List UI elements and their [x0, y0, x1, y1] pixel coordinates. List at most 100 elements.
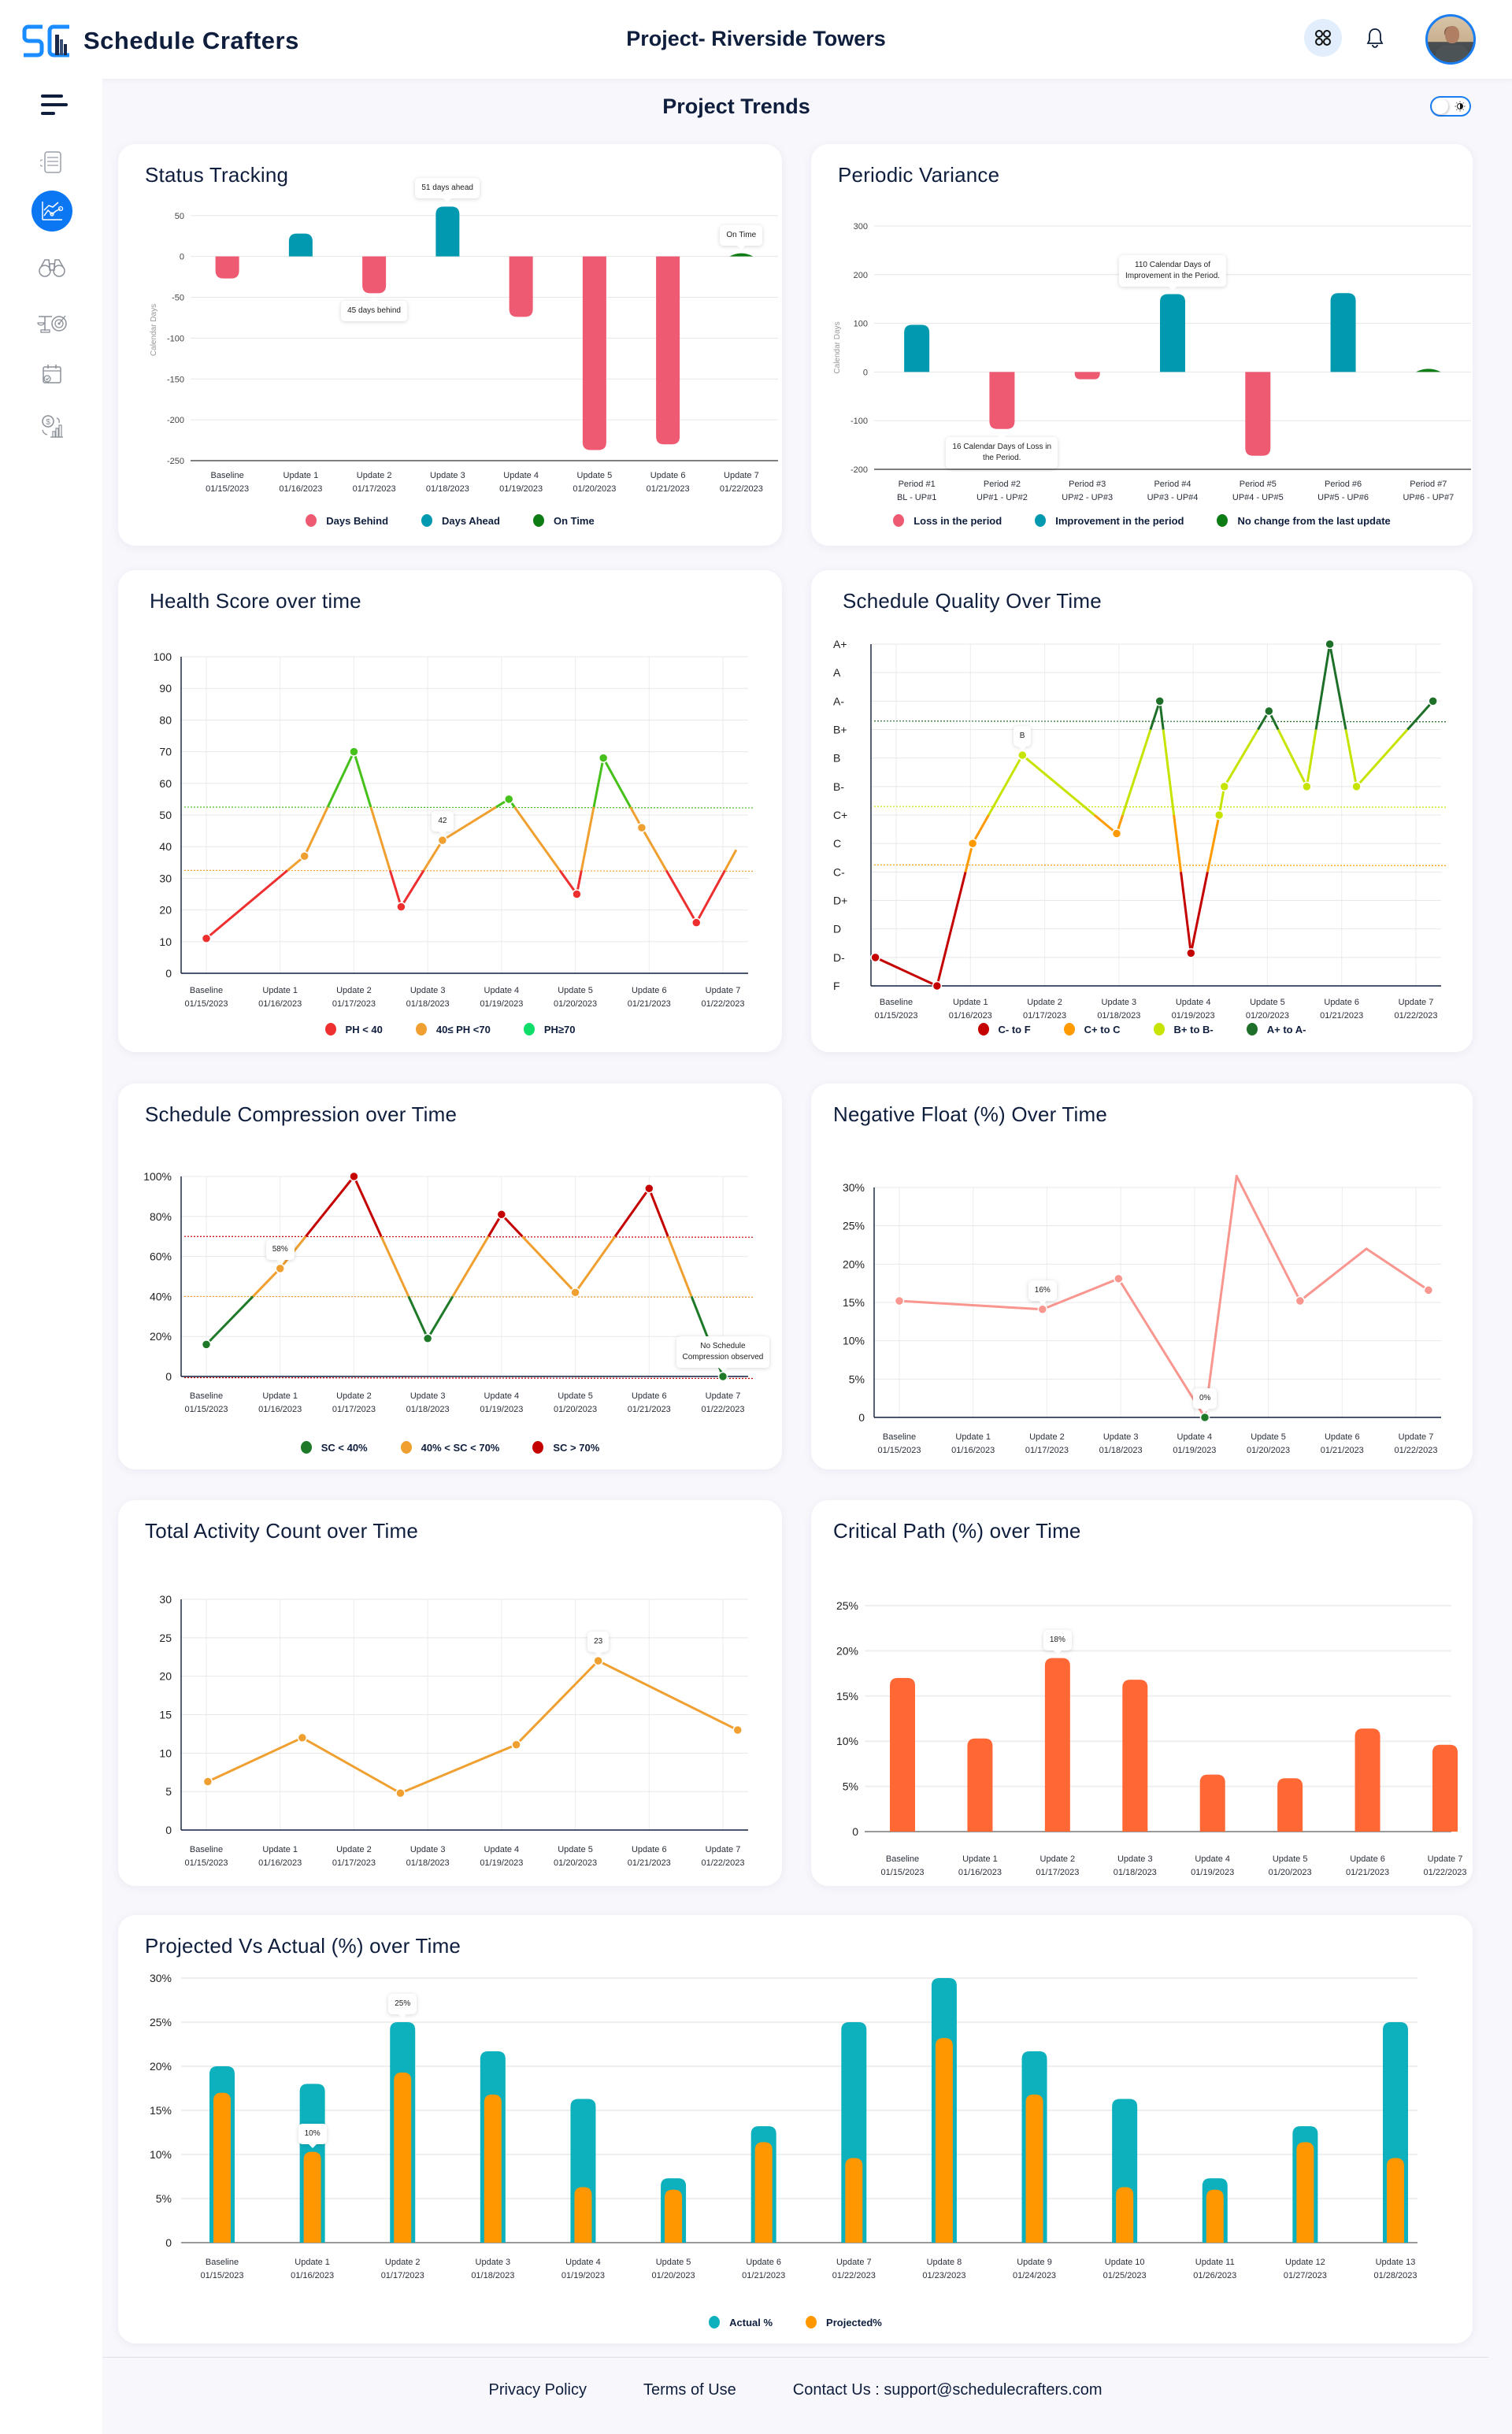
legend-item[interactable]: B+ to B- — [1153, 1023, 1214, 1035]
bar[interactable] — [1122, 1680, 1148, 1832]
bar[interactable] — [989, 372, 1015, 429]
data-point[interactable] — [1186, 948, 1196, 958]
legend-item[interactable]: PH≥70 — [523, 1023, 575, 1035]
projected-bar[interactable] — [1206, 2189, 1224, 2243]
bar[interactable] — [729, 253, 754, 257]
bar[interactable] — [582, 256, 606, 450]
data-point[interactable] — [297, 1732, 308, 1743]
bar[interactable] — [288, 233, 313, 257]
data-point[interactable] — [572, 889, 582, 899]
projected-bar[interactable] — [1387, 2158, 1404, 2243]
bar[interactable] — [656, 256, 680, 445]
data-point[interactable] — [1295, 1295, 1306, 1306]
data-point[interactable] — [1037, 1304, 1048, 1315]
legend-item[interactable]: C+ to C — [1063, 1023, 1121, 1035]
bar[interactable] — [1074, 372, 1100, 380]
data-point[interactable] — [202, 1776, 213, 1787]
projected-bar[interactable] — [394, 2072, 412, 2243]
data-point[interactable] — [201, 1339, 212, 1350]
privacy-policy-link[interactable]: Privacy Policy — [488, 2381, 587, 2399]
sidebar-item-balance-targets[interactable] — [32, 302, 72, 343]
data-point[interactable] — [932, 980, 943, 991]
theme-toggle[interactable] — [1430, 96, 1471, 117]
legend-item[interactable]: Days Behind — [306, 514, 388, 527]
legend-item[interactable]: A+ to A- — [1246, 1023, 1306, 1035]
data-point[interactable] — [1017, 750, 1028, 761]
data-point[interactable] — [1111, 828, 1122, 839]
terms-of-use-link[interactable]: Terms of Use — [643, 2381, 736, 2399]
data-point[interactable] — [644, 1183, 654, 1194]
data-point[interactable] — [636, 822, 647, 833]
bar[interactable] — [435, 206, 460, 257]
sidebar-item-schedule-compare[interactable] — [32, 142, 72, 183]
data-point[interactable] — [1423, 1285, 1434, 1295]
projected-bar[interactable] — [574, 2187, 592, 2243]
data-point[interactable] — [1302, 781, 1312, 792]
menu-toggle-button[interactable] — [41, 93, 69, 118]
data-point[interactable] — [396, 902, 406, 912]
legend-item[interactable]: C- to F — [977, 1023, 1031, 1035]
data-point[interactable] — [717, 1371, 728, 1382]
data-point[interactable] — [1219, 781, 1229, 792]
data-point[interactable] — [349, 747, 359, 757]
data-point[interactable] — [1351, 781, 1362, 792]
data-point[interactable] — [349, 1171, 359, 1182]
projected-bar[interactable] — [484, 2094, 502, 2243]
data-point[interactable] — [511, 1739, 521, 1750]
bar[interactable] — [1432, 1744, 1458, 1832]
legend-item[interactable]: Loss in the period — [893, 514, 1002, 527]
data-point[interactable] — [395, 1788, 406, 1799]
legend-item[interactable]: 40% < SC < 70% — [400, 1441, 499, 1454]
sidebar-item-project-trends[interactable] — [32, 191, 72, 232]
data-point[interactable] — [422, 1333, 433, 1343]
data-point[interactable] — [732, 1725, 743, 1736]
data-point[interactable] — [299, 851, 309, 861]
brand-logo[interactable]: Schedule Crafters — [22, 24, 299, 58]
projected-bar[interactable] — [303, 2151, 321, 2243]
projected-bar[interactable] — [213, 2092, 231, 2243]
user-avatar[interactable] — [1425, 14, 1476, 65]
bar[interactable] — [904, 324, 930, 372]
legend-item[interactable]: SC < 40% — [300, 1441, 368, 1454]
projected-bar[interactable] — [935, 2038, 953, 2243]
bar[interactable] — [1354, 1728, 1380, 1832]
data-point[interactable] — [496, 1210, 507, 1220]
bar[interactable] — [1199, 1774, 1225, 1832]
legend-item[interactable]: Days Ahead — [421, 514, 500, 527]
projected-bar[interactable] — [1296, 2142, 1314, 2243]
data-point[interactable] — [1214, 809, 1225, 821]
bar[interactable] — [215, 256, 239, 279]
projected-bar[interactable] — [1116, 2187, 1134, 2243]
legend-item[interactable]: No change from the last update — [1217, 514, 1391, 527]
data-point[interactable] — [570, 1287, 580, 1298]
data-point[interactable] — [691, 917, 702, 928]
data-point[interactable] — [1264, 706, 1274, 717]
projected-bar[interactable] — [845, 2158, 863, 2243]
bar[interactable] — [967, 1738, 993, 1832]
sidebar-item-calendar-certified[interactable] — [32, 354, 72, 395]
data-point[interactable] — [1199, 1412, 1210, 1423]
data-point[interactable] — [1325, 639, 1335, 650]
legend-item[interactable]: 40≤ PH <70 — [415, 1023, 491, 1035]
data-point[interactable] — [275, 1263, 285, 1274]
data-point[interactable] — [870, 952, 880, 963]
data-point[interactable] — [503, 794, 514, 805]
apps-button[interactable] — [1304, 19, 1342, 57]
data-point[interactable] — [598, 753, 609, 763]
bar[interactable] — [1160, 294, 1185, 372]
sidebar-item-cost-analysis[interactable]: $ — [32, 406, 72, 447]
projected-bar[interactable] — [665, 2189, 683, 2243]
bar[interactable] — [1245, 372, 1271, 456]
bar[interactable] — [1044, 1658, 1070, 1832]
data-point[interactable] — [1428, 696, 1438, 706]
legend-item[interactable]: Projected% — [806, 2316, 882, 2328]
projected-bar[interactable] — [754, 2142, 773, 2243]
data-point[interactable] — [201, 933, 212, 944]
legend-item[interactable]: Improvement in the period — [1035, 514, 1184, 527]
sidebar-item-forecast[interactable] — [32, 247, 72, 288]
data-point[interactable] — [437, 835, 448, 846]
data-point[interactable] — [1154, 696, 1165, 706]
data-point[interactable] — [894, 1295, 905, 1306]
bar[interactable] — [1277, 1778, 1303, 1832]
bar[interactable] — [1330, 293, 1356, 372]
